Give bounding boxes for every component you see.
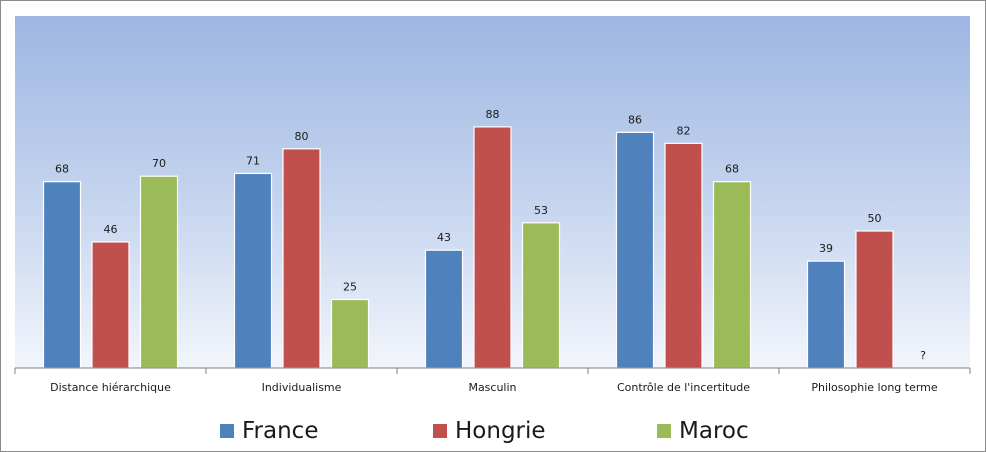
category-label-4: Contrôle de l'incertitude xyxy=(617,381,750,394)
legend: France Hongrie Maroc xyxy=(0,414,986,448)
bar-france-1 xyxy=(42,181,82,369)
bar-maroc-4 xyxy=(712,181,752,369)
bar-hongrie-5 xyxy=(855,230,894,369)
category-label-2: Individualisme xyxy=(262,381,342,394)
data-label-france-4: 86 xyxy=(628,113,642,126)
bar-france-3 xyxy=(424,249,464,369)
data-label-maroc-1: 70 xyxy=(152,157,166,170)
bar-france-2 xyxy=(233,172,273,369)
bar-france-5 xyxy=(806,260,846,369)
data-label-hongrie-2: 80 xyxy=(295,130,309,143)
bar-maroc-3 xyxy=(521,222,561,369)
legend-swatch xyxy=(433,424,447,438)
bar-hongrie-2 xyxy=(282,148,321,369)
data-label-france-1: 68 xyxy=(55,163,69,176)
legend-item-hongrie: Hongrie xyxy=(433,414,546,448)
bar-france-4 xyxy=(615,131,655,369)
legend-swatch xyxy=(220,424,234,438)
category-label-1: Distance hiérarchique xyxy=(50,381,171,394)
legend-item-maroc: Maroc xyxy=(657,414,749,448)
category-label-5: Philosophie long terme xyxy=(811,381,938,394)
data-label-france-5: 39 xyxy=(819,242,833,255)
data-label-maroc-5: ? xyxy=(920,349,926,362)
data-label-hongrie-4: 82 xyxy=(677,124,691,137)
data-label-maroc-4: 68 xyxy=(725,163,739,176)
legend-label: Maroc xyxy=(679,418,749,444)
legend-label: Hongrie xyxy=(455,418,546,444)
bar-hongrie-3 xyxy=(473,126,512,369)
data-label-hongrie-5: 50 xyxy=(868,212,882,225)
category-label-3: Masculin xyxy=(468,381,516,394)
data-label-france-3: 43 xyxy=(437,231,451,244)
bar-maroc-1 xyxy=(139,175,179,369)
legend-item-france: France xyxy=(220,414,318,448)
bar-hongrie-4 xyxy=(664,142,703,369)
legend-swatch xyxy=(657,424,671,438)
data-label-hongrie-3: 88 xyxy=(486,108,500,121)
legend-label: France xyxy=(242,418,319,444)
data-label-france-2: 71 xyxy=(246,154,260,167)
data-label-hongrie-1: 46 xyxy=(104,223,118,236)
bar-maroc-2 xyxy=(330,298,370,369)
bar-hongrie-1 xyxy=(91,241,130,369)
data-label-maroc-2: 25 xyxy=(343,281,357,294)
data-label-maroc-3: 53 xyxy=(534,204,548,217)
